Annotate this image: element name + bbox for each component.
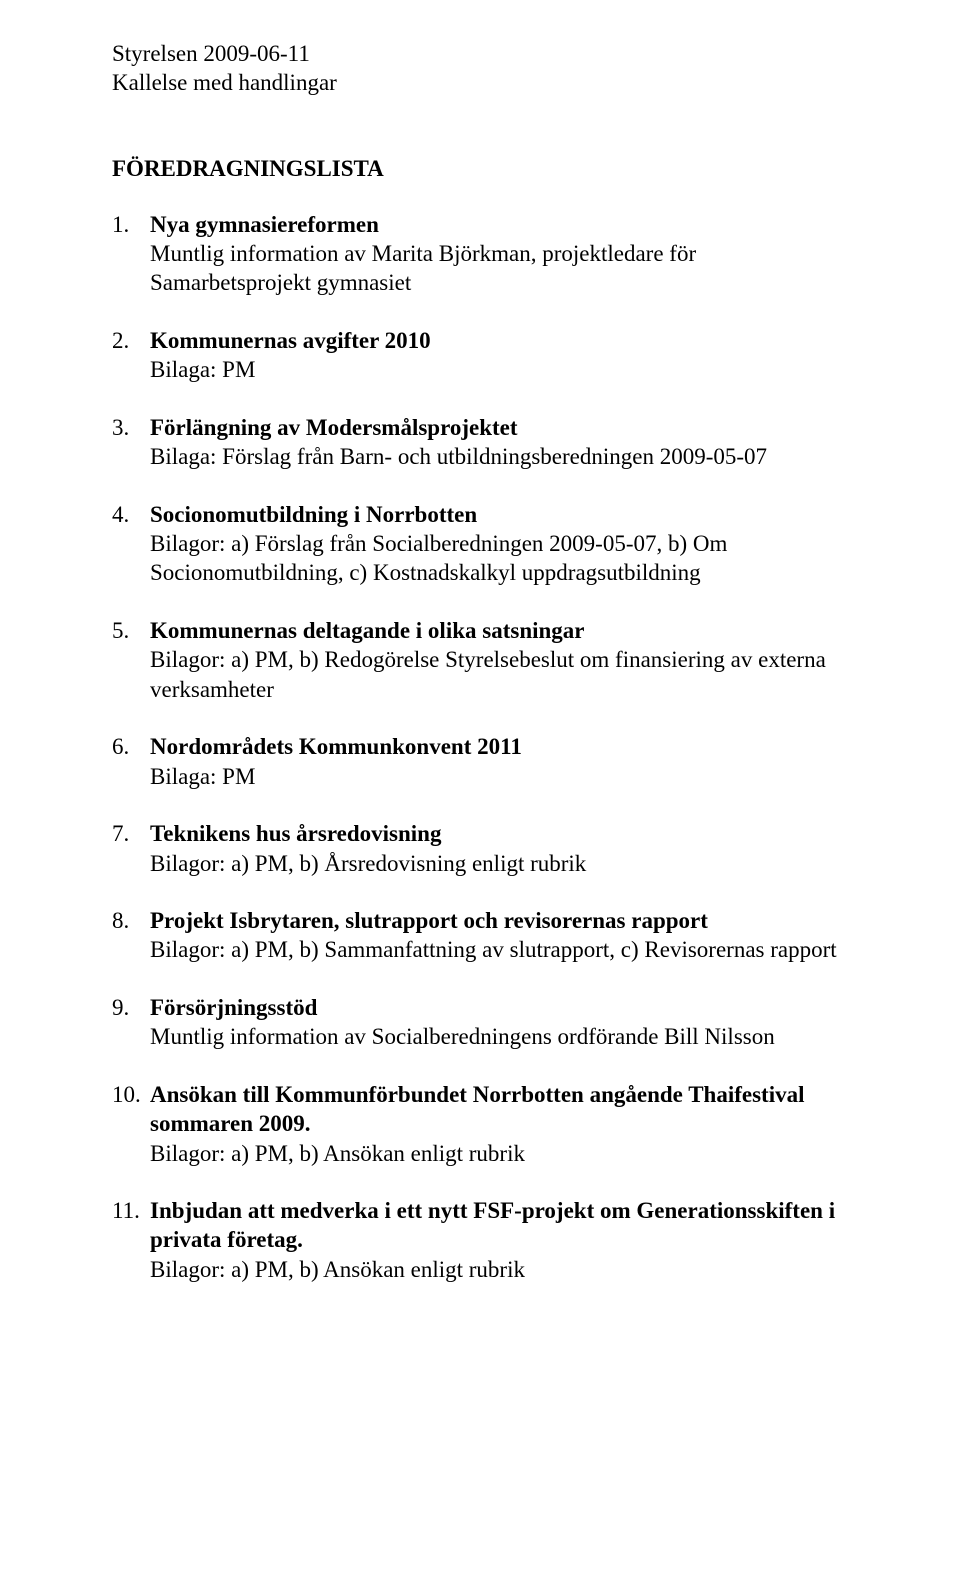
header-line-1: Styrelsen 2009-06-11 bbox=[112, 40, 860, 69]
agenda-item-title: Nya gymnasiereformen bbox=[150, 210, 860, 239]
agenda-item: Projekt Isbrytaren, slutrapport och revi… bbox=[112, 906, 860, 965]
agenda-item-title: Projekt Isbrytaren, slutrapport och revi… bbox=[150, 906, 860, 935]
document-page: Styrelsen 2009-06-11 Kallelse med handli… bbox=[0, 0, 960, 1580]
agenda-item-title: Nordområdets Kommunkonvent 2011 bbox=[150, 732, 860, 761]
agenda-item-body: Bilagor: a) PM, b) Ansökan enligt rubrik bbox=[150, 1139, 860, 1168]
agenda-item-body: Bilagor: a) Förslag från Socialberedning… bbox=[150, 529, 860, 588]
agenda-item: Nordområdets Kommunkonvent 2011 Bilaga: … bbox=[112, 732, 860, 791]
agenda-item: Ansökan till Kommunförbundet Norrbotten … bbox=[112, 1080, 860, 1168]
agenda-item-title: Kommunernas avgifter 2010 bbox=[150, 326, 860, 355]
document-header: Styrelsen 2009-06-11 Kallelse med handli… bbox=[112, 40, 860, 98]
agenda-item-title: Inbjudan att medverka i ett nytt FSF-pro… bbox=[150, 1196, 860, 1255]
agenda-item-title: Teknikens hus årsredovisning bbox=[150, 819, 860, 848]
agenda-item-body: Bilaga: PM bbox=[150, 762, 860, 791]
agenda-item-body: Bilagor: a) PM, b) Ansökan enligt rubrik bbox=[150, 1255, 860, 1284]
agenda-item-title: Försörjningsstöd bbox=[150, 993, 860, 1022]
agenda-item-body: Bilagor: a) PM, b) Redogörelse Styrelseb… bbox=[150, 645, 860, 704]
agenda-list: Nya gymnasiereformen Muntlig information… bbox=[112, 210, 860, 1285]
agenda-item-body: Bilaga: PM bbox=[150, 355, 860, 384]
agenda-item: Nya gymnasiereformen Muntlig information… bbox=[112, 210, 860, 298]
agenda-item: Försörjningsstöd Muntlig information av … bbox=[112, 993, 860, 1052]
agenda-item: Inbjudan att medverka i ett nytt FSF-pro… bbox=[112, 1196, 860, 1284]
agenda-item: Kommunernas avgifter 2010 Bilaga: PM bbox=[112, 326, 860, 385]
agenda-item-title: Socionomutbildning i Norrbotten bbox=[150, 500, 860, 529]
header-line-2: Kallelse med handlingar bbox=[112, 69, 860, 98]
agenda-item-body: Muntlig information av Socialberedningen… bbox=[150, 1022, 860, 1051]
agenda-item: Kommunernas deltagande i olika satsninga… bbox=[112, 616, 860, 704]
agenda-item-body: Muntlig information av Marita Björkman, … bbox=[150, 239, 860, 298]
agenda-item-body: Bilagor: a) PM, b) Årsredovisning enligt… bbox=[150, 849, 860, 878]
agenda-item-title: Förlängning av Modersmålsprojektet bbox=[150, 413, 860, 442]
agenda-item: Teknikens hus årsredovisning Bilagor: a)… bbox=[112, 819, 860, 878]
agenda-item: Socionomutbildning i Norrbotten Bilagor:… bbox=[112, 500, 860, 588]
page-title: FÖREDRAGNINGSLISTA bbox=[112, 156, 860, 182]
agenda-item: Förlängning av Modersmålsprojektet Bilag… bbox=[112, 413, 860, 472]
agenda-item-body: Bilaga: Förslag från Barn- och utbildnin… bbox=[150, 442, 860, 471]
agenda-item-body: Bilagor: a) PM, b) Sammanfattning av slu… bbox=[150, 935, 860, 964]
agenda-item-title: Ansökan till Kommunförbundet Norrbotten … bbox=[150, 1080, 860, 1139]
agenda-item-title: Kommunernas deltagande i olika satsninga… bbox=[150, 616, 860, 645]
